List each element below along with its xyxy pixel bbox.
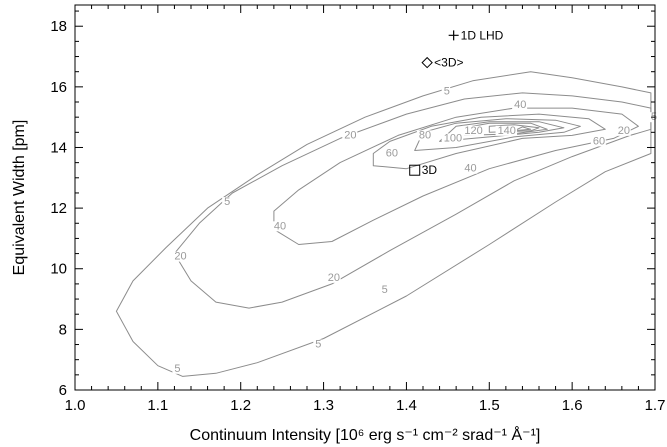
- y-tick-label: 16: [50, 79, 67, 96]
- x-axis-label: Continuum Intensity [10⁶ erg s⁻¹ cm⁻² sr…: [190, 425, 541, 444]
- contour-label-bg: [512, 100, 528, 111]
- contour-line: [414, 118, 581, 151]
- x-ticks: 1.0 1.1 1.2 1.3 1.4 1.5 1.6 1.7: [65, 5, 666, 414]
- contour-label: 20: [328, 272, 340, 284]
- y-tick-label: 14: [50, 139, 67, 156]
- contour-label-bg: [441, 133, 464, 144]
- contour-label: 100: [444, 132, 462, 144]
- contour-line: [513, 126, 532, 132]
- contour-label: 20: [344, 129, 356, 141]
- x-tick-label: 1.7: [645, 397, 666, 414]
- contour-label-bg: [495, 125, 518, 136]
- contour-label: 5: [382, 284, 388, 296]
- contour-label-bg: [383, 148, 399, 159]
- contour-lines: [115, 71, 652, 377]
- contour-label-bg: [590, 136, 606, 147]
- y-tick-label: 8: [59, 321, 67, 338]
- marker-label: 3D: [422, 163, 438, 177]
- contour-label: 5: [224, 196, 230, 208]
- contour-label-bg: [441, 86, 451, 97]
- y-tick-label: 12: [50, 200, 67, 217]
- marker-square: [409, 164, 421, 176]
- contour-label-bg: [342, 130, 358, 141]
- y-tick-label: 18: [50, 18, 67, 35]
- marker-plus: [448, 30, 459, 41]
- contour-label: 140: [498, 125, 516, 137]
- contour-label: 20: [174, 251, 186, 263]
- contour-line: [372, 113, 606, 170]
- contour-label: 120: [464, 125, 482, 137]
- contour-label: 5: [444, 85, 450, 97]
- markers: 1D LHD <3D> 3D: [409, 28, 504, 177]
- contour-label: 40: [274, 220, 286, 232]
- contour-line: [488, 124, 540, 133]
- contour-label: 5: [174, 363, 180, 375]
- plot-frame: [74, 4, 656, 391]
- marker-label: <3D>: [434, 56, 463, 70]
- y-axis-label: Equivalent Width [pm]: [11, 120, 28, 276]
- contour-line: [115, 71, 652, 377]
- x-tick-label: 1.4: [396, 397, 417, 414]
- contour-line: [173, 92, 652, 309]
- contour-line: [273, 107, 639, 245]
- y-ticks: 6 8 10 12 14 16 18: [50, 10, 655, 399]
- contour-label-bg: [462, 163, 478, 174]
- contour-label-bg: [379, 284, 389, 295]
- contour-label-bg: [172, 251, 188, 262]
- contour-label: 5: [315, 339, 321, 351]
- contour-label: 40: [514, 99, 526, 111]
- x-tick-label: 1.3: [313, 397, 334, 414]
- contour-label-bg: [416, 130, 432, 141]
- contour-label: 80: [419, 129, 431, 141]
- x-tick-label: 1.6: [562, 397, 583, 414]
- contour-label-bg: [462, 125, 484, 136]
- contour-label-bg: [172, 363, 181, 374]
- marker-diamond: [421, 56, 433, 69]
- x-tick-label: 1.2: [230, 397, 251, 414]
- contour-label-bg: [325, 272, 341, 283]
- y-tick-label: 6: [59, 382, 67, 399]
- contour-label: 60: [386, 148, 398, 160]
- contour-label: 60: [593, 135, 605, 147]
- y-tick-label: 10: [50, 261, 67, 278]
- contour-label-bg: [313, 339, 322, 350]
- x-tick-label: 1.5: [479, 397, 500, 414]
- contour-label: 20: [618, 125, 630, 137]
- contour-label-bg: [271, 221, 287, 232]
- marker-label: 1D LHD: [461, 28, 504, 42]
- contour-label-bg: [615, 125, 631, 136]
- contour-label: 40: [464, 163, 476, 175]
- x-tick-label: 1.0: [65, 397, 86, 414]
- x-tick-label: 1.1: [147, 397, 168, 414]
- contour-line: [439, 121, 565, 142]
- contour-label-bg: [222, 197, 231, 208]
- axes: 1.0 1.1 1.2 1.3 1.4 1.5 1.6 1.7 6 8 10 12 14 16 18: [50, 4, 666, 414]
